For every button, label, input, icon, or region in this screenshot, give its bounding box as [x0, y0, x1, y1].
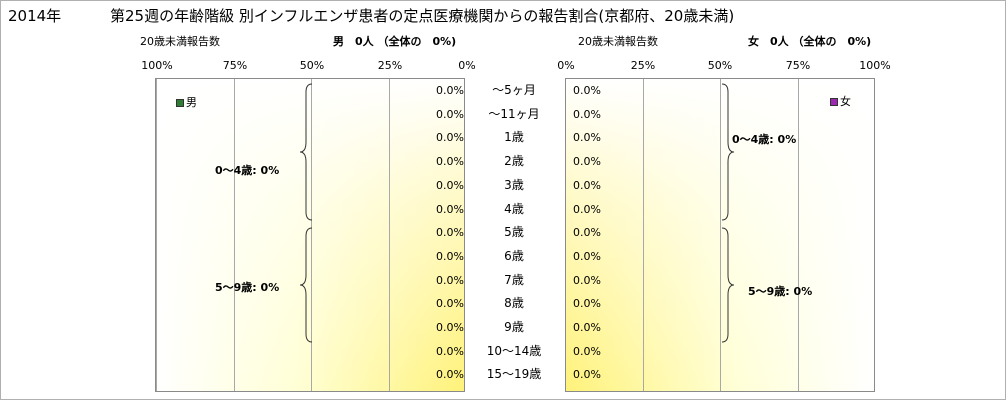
- male-value-label: 0.0%: [436, 202, 464, 216]
- female-subtitle-left: 20歳未満報告数: [578, 35, 658, 48]
- age-category-label: 8歳: [504, 296, 524, 311]
- male-value-label: 0.0%: [436, 344, 464, 358]
- female-legend-label: 女: [840, 95, 851, 108]
- age-category-label: 4歳: [504, 201, 524, 216]
- female-group-label: 5～9歳: 0%: [748, 285, 813, 298]
- male-axis-tick: 100%: [141, 59, 173, 72]
- male-value-label: 0.0%: [436, 368, 464, 382]
- female-value-label: 0.0%: [573, 84, 601, 97]
- female-legend: 女: [830, 93, 851, 109]
- female-value-label: 0.0%: [573, 107, 601, 121]
- female-axis-tick: 75%: [785, 59, 811, 72]
- female-subtitle-total: 女 0人 （全体の 0%): [748, 35, 872, 48]
- chart-title: 第25週の年齢階級 別インフルエンザ患者の定点医療機関からの報告割合(京都府、2…: [110, 7, 735, 25]
- female-brace-5-9: [721, 227, 735, 343]
- male-plot-area: 男: [155, 78, 465, 392]
- female-value-label: 0.0%: [573, 297, 601, 311]
- female-axis-tick: 25%: [630, 59, 656, 72]
- gridline: [798, 79, 799, 391]
- female-axis-tick: 50%: [707, 59, 733, 72]
- age-category-label: ～5ヶ月: [492, 83, 536, 97]
- male-value-label: 0.0%: [436, 297, 464, 311]
- female-value-label: 0.0%: [573, 226, 601, 240]
- gridline: [311, 79, 312, 391]
- male-value-label: 0.0%: [436, 107, 464, 121]
- gridline: [720, 79, 721, 391]
- gridline: [643, 79, 644, 391]
- age-category-label: 3歳: [504, 177, 524, 192]
- male-group-label: 5～9歳: 0%: [215, 281, 280, 294]
- male-legend-swatch: [176, 99, 184, 107]
- male-value-label: 0.0%: [436, 155, 464, 169]
- age-category-label: 7歳: [504, 272, 524, 287]
- female-value-label: 0.0%: [573, 368, 601, 382]
- male-legend: 男: [176, 94, 197, 110]
- female-value-label: 0.0%: [573, 131, 601, 145]
- gridline: [874, 79, 875, 391]
- female-legend-swatch: [830, 98, 838, 106]
- male-axis-tick: 75%: [222, 59, 248, 72]
- male-value-label: 0.0%: [436, 178, 464, 192]
- age-category-label: 2歳: [504, 154, 524, 169]
- age-category-label: 15～19歳: [486, 367, 542, 382]
- female-axis-tick: 100%: [859, 59, 891, 72]
- male-value-label: 0.0%: [436, 273, 464, 287]
- female-value-label: 0.0%: [573, 249, 601, 263]
- female-value-label: 0.0%: [573, 344, 601, 358]
- female-axis-tick: 0%: [557, 59, 575, 72]
- age-category-label: 1歳: [504, 130, 524, 145]
- age-category-label: 6歳: [504, 248, 524, 263]
- gridline: [234, 79, 235, 391]
- age-category-label: 5歳: [504, 225, 524, 240]
- gridline: [389, 79, 390, 391]
- male-subtitle-left: 20歳未満報告数: [140, 35, 220, 48]
- female-value-label: 0.0%: [573, 321, 601, 334]
- male-axis-tick: 50%: [299, 59, 325, 72]
- male-value-label: 0.0%: [436, 131, 464, 145]
- female-value-label: 0.0%: [573, 178, 601, 192]
- female-value-label: 0.0%: [573, 273, 601, 287]
- age-category-label: 10～14歳: [486, 343, 542, 358]
- female-plot-area: 女: [565, 78, 875, 392]
- male-value-label: 0.0%: [436, 249, 464, 263]
- male-legend-label: 男: [186, 96, 197, 109]
- female-group-label: 0～4歳: 0%: [732, 133, 797, 146]
- gridline: [156, 79, 157, 391]
- male-subtitle-total: 男 0人 （全体の 0%): [333, 35, 457, 48]
- male-axis-tick: 0%: [458, 59, 476, 72]
- male-axis-tick: 25%: [377, 59, 403, 72]
- female-value-label: 0.0%: [573, 202, 601, 216]
- female-brace-0-4: [721, 83, 735, 221]
- male-value-label: 0.0%: [436, 84, 464, 97]
- male-group-label: 0～4歳: 0%: [215, 164, 280, 177]
- male-value-label: 0.0%: [436, 226, 464, 240]
- male-brace-5-9: [299, 227, 313, 343]
- female-value-label: 0.0%: [573, 155, 601, 169]
- male-value-label: 0.0%: [436, 321, 464, 334]
- age-category-label: ～11ヶ月: [488, 106, 540, 121]
- chart-year: 2014年: [8, 7, 62, 25]
- age-category-label: 9歳: [504, 320, 524, 334]
- male-brace-0-4: [299, 83, 313, 221]
